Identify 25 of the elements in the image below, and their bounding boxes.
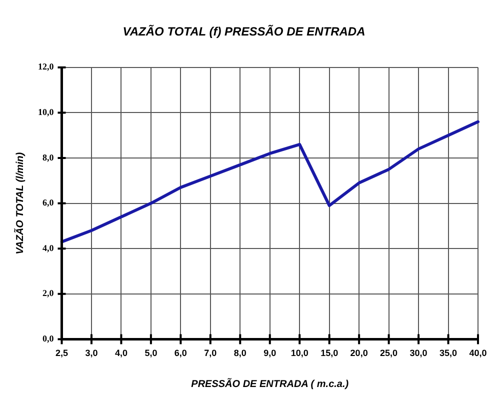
y-tick-label: 12,0 bbox=[38, 62, 54, 72]
x-tick-label: 25,0 bbox=[380, 348, 398, 358]
x-tick-label: 35,0 bbox=[440, 348, 458, 358]
y-tick-label: 6,0 bbox=[42, 198, 54, 208]
y-tick-label: 8,0 bbox=[42, 152, 54, 162]
x-tick-label: 3,0 bbox=[85, 348, 98, 358]
y-tick-label: 10,0 bbox=[38, 107, 54, 118]
x-tick-label: 40,0 bbox=[469, 348, 487, 358]
x-tick-label: 2,5 bbox=[55, 348, 68, 358]
x-axis-title: PRESSÃO DE ENTRADA ( m.c.a.) bbox=[191, 378, 350, 390]
y-axis-title: VAZÃO TOTAL (l/min) bbox=[14, 152, 26, 254]
x-tick-label: 15,0 bbox=[320, 348, 338, 358]
x-tick-label: 7,0 bbox=[204, 348, 217, 358]
x-tick-label: 10,0 bbox=[290, 348, 308, 358]
y-tick-label: 2,0 bbox=[42, 288, 54, 298]
x-tick-label: 9,0 bbox=[264, 348, 276, 358]
x-tick-label: 20,0 bbox=[350, 348, 368, 358]
x-tick-label: 4,0 bbox=[114, 348, 128, 358]
chart-title: VAZÃO TOTAL (f) PRESSÃO DE ENTRADA bbox=[122, 24, 366, 39]
x-tick-label: 5,0 bbox=[144, 348, 158, 358]
x-tick-label: 30,0 bbox=[410, 348, 428, 358]
x-tick-label: 6,0 bbox=[174, 348, 187, 358]
x-tick-label: 8,0 bbox=[234, 348, 246, 358]
y-tick-label: 0,0 bbox=[42, 334, 54, 344]
y-tick-label: 4,0 bbox=[42, 242, 54, 253]
